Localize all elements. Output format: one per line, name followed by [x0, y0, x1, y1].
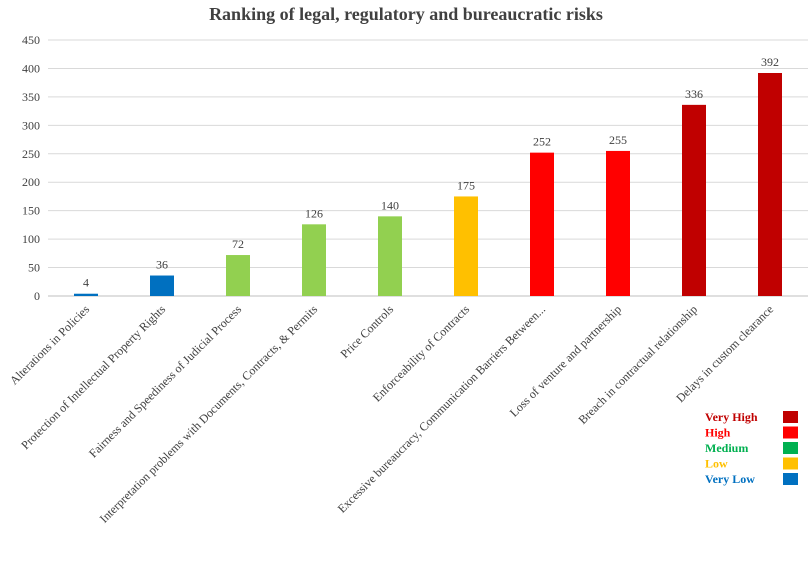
data-label: 255 [609, 133, 627, 147]
legend-label: Very Low [705, 472, 755, 486]
y-tick-label: 150 [22, 204, 40, 218]
data-label: 4 [83, 276, 89, 290]
data-label: 175 [457, 178, 475, 192]
y-tick-label: 300 [22, 118, 40, 132]
x-tick-label: Fairness and Speediness of Judicial Proc… [86, 302, 244, 460]
legend-label: Very High [705, 410, 758, 424]
legend-label: High [705, 426, 731, 440]
y-tick-label: 350 [22, 90, 40, 104]
data-label: 252 [533, 135, 551, 149]
x-tick-label: Price Controls [337, 302, 396, 361]
bar [226, 255, 250, 296]
data-label: 36 [156, 258, 168, 272]
y-tick-label: 0 [34, 289, 40, 303]
bar [74, 293, 98, 296]
legend-swatch [783, 473, 798, 485]
legend-label: Low [705, 457, 728, 471]
x-tick-label: Protection of Intellectual Property Righ… [18, 302, 168, 452]
legend-swatch [783, 411, 798, 423]
y-tick-label: 450 [22, 33, 40, 47]
bar [378, 216, 402, 296]
y-tick-label: 400 [22, 61, 40, 75]
legend-swatch [783, 442, 798, 454]
bar [302, 224, 326, 296]
y-tick-label: 100 [22, 232, 40, 246]
y-axis: 0 50 100 150 200 250 300 350 400 450 [22, 33, 40, 303]
bar [150, 275, 174, 296]
y-tick-label: 50 [28, 261, 40, 275]
data-labels: 4 36 72 126 140 175 252 255 336 392 [83, 55, 779, 290]
bar [530, 152, 554, 296]
legend-swatch [783, 426, 798, 439]
bar [606, 150, 630, 296]
legend-swatch [783, 457, 798, 470]
bar [454, 196, 478, 296]
gridlines [48, 39, 808, 297]
x-tick-label: Alterations in Policies [7, 302, 93, 388]
y-tick-label: 250 [22, 147, 40, 161]
data-label: 392 [761, 55, 779, 69]
y-tick-label: 200 [22, 175, 40, 189]
data-label: 140 [381, 198, 399, 212]
data-label: 126 [305, 206, 323, 220]
legend-label: Medium [705, 441, 748, 455]
bar [758, 72, 782, 297]
chart-title: Ranking of legal, regulatory and bureauc… [209, 4, 603, 24]
bar [682, 104, 706, 296]
data-label: 72 [232, 237, 244, 251]
data-label: 336 [685, 87, 703, 101]
bars [74, 72, 782, 297]
